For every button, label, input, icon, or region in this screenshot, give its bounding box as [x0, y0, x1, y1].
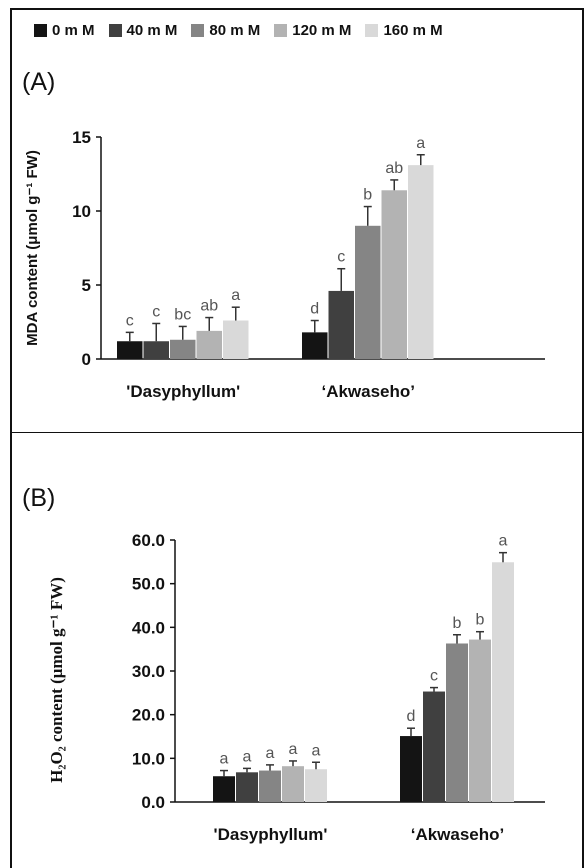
legend-label: 40 m M	[126, 22, 178, 39]
significance-letter: a	[266, 745, 275, 762]
legend-label: 80 m M	[209, 22, 261, 39]
legend-item-2: 80 m M	[191, 22, 260, 39]
bar	[469, 639, 491, 802]
y-tick-label: 10	[72, 202, 91, 221]
y-tick-label: 20.0	[132, 706, 165, 725]
legend-swatch	[191, 24, 205, 37]
y-tick-label: 0.0	[141, 793, 165, 812]
x-category-label: ‘Akwaseho’	[411, 825, 505, 844]
bar	[117, 341, 143, 359]
bar	[355, 225, 381, 359]
y-tick-label: 15	[72, 128, 91, 147]
x-category-label: 'Dasyphyllum'	[126, 382, 240, 401]
significance-letter: b	[363, 187, 372, 204]
y-tick-label: 5	[82, 276, 91, 295]
bar	[259, 770, 281, 802]
panel-a-label: (A)	[22, 68, 56, 96]
y-tick-label: 10.0	[132, 749, 165, 768]
bar	[381, 190, 407, 359]
x-category-label: 'Dasyphyllum'	[214, 825, 328, 844]
legend-swatch	[274, 24, 288, 37]
y-tick-label: 30.0	[132, 662, 165, 681]
x-category-label: ‘Akwaseho’	[321, 382, 415, 401]
bar	[408, 165, 434, 359]
significance-letter: a	[312, 742, 321, 759]
significance-letter: d	[407, 708, 416, 725]
panel-b-label: (B)	[22, 484, 56, 512]
legend-label: 0 m M	[52, 22, 95, 39]
significance-letter: c	[152, 303, 160, 320]
legend-swatch	[108, 24, 122, 37]
bar	[400, 736, 422, 802]
panel-b-frame	[10, 432, 584, 868]
significance-letter: b	[476, 612, 485, 629]
legend-swatch	[34, 24, 47, 37]
bar	[446, 643, 468, 802]
legend-label: 160 m M	[383, 22, 443, 39]
y-tick-label: 50.0	[132, 575, 165, 594]
legend-item-0: 0 m M	[34, 22, 95, 39]
bar	[236, 772, 258, 802]
bar	[302, 332, 328, 359]
bar	[143, 341, 169, 359]
bar	[305, 769, 327, 802]
bar	[328, 290, 354, 359]
significance-letter: a	[499, 533, 508, 550]
bar	[223, 320, 249, 359]
significance-letter: a	[289, 741, 298, 758]
bar	[170, 339, 196, 359]
significance-letter: b	[453, 615, 462, 632]
significance-letter: a	[220, 751, 229, 768]
legend-swatch	[365, 24, 379, 37]
significance-letter: a	[416, 135, 425, 152]
legend-item-1: 40 m M	[108, 22, 178, 39]
significance-letter: a	[231, 287, 240, 304]
bar	[423, 691, 445, 802]
significance-letter: ab	[200, 298, 218, 315]
significance-letter: bc	[174, 306, 191, 323]
significance-letter: ab	[385, 160, 403, 177]
bar	[213, 776, 235, 802]
significance-letter: d	[310, 301, 319, 318]
y-tick-label: 40.0	[132, 618, 165, 637]
significance-letter: c	[126, 312, 134, 329]
y-tick-label: 0	[82, 350, 91, 369]
legend-item-3: 120 m M	[274, 22, 351, 39]
legend-label: 120 m M	[292, 22, 352, 39]
significance-letter: c	[430, 668, 438, 685]
y-tick-label: 60.0	[132, 531, 165, 550]
legend-item-4: 160 m M	[365, 22, 443, 39]
significance-letter: a	[243, 748, 252, 765]
bar	[492, 562, 514, 802]
legend: 0 m M 40 m M 80 m M 120 m M 160 m M	[34, 22, 443, 39]
y-axis-label: MDA content (μmol g⁻¹ FW)	[24, 150, 41, 346]
y-axis-label: H₂O₂ content (μmol g⁻¹ FW)	[47, 577, 66, 783]
bar	[282, 766, 304, 802]
bar	[196, 330, 222, 359]
significance-letter: c	[337, 249, 345, 266]
